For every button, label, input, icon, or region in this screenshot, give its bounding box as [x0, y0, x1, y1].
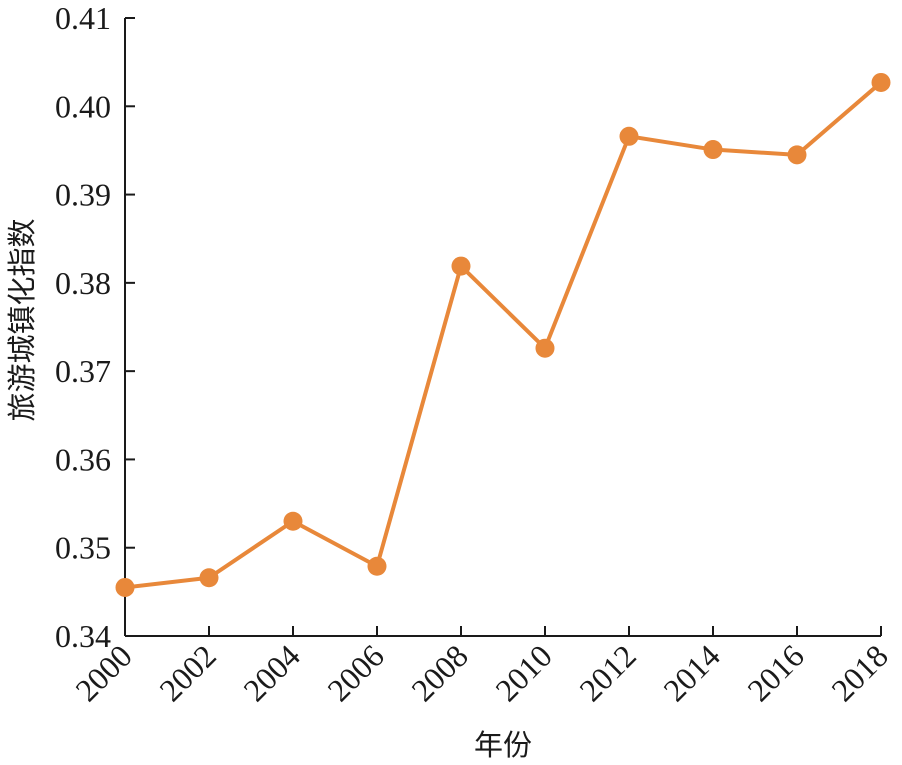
- data-point: [283, 511, 303, 531]
- data-point: [367, 556, 387, 576]
- y-tick-label: 0.38: [55, 265, 111, 301]
- y-tick-label: 0.39: [55, 177, 111, 213]
- x-tick-label: 2002: [152, 637, 223, 708]
- data-point: [619, 126, 639, 146]
- y-tick-label: 0.40: [55, 88, 111, 124]
- x-tick-label: 2004: [236, 637, 307, 708]
- x-tick-label: 2008: [404, 637, 475, 708]
- data-point: [199, 568, 219, 588]
- y-tick-label: 0.35: [55, 530, 111, 566]
- x-axis-title: 年份: [474, 728, 532, 762]
- data-point: [871, 72, 891, 92]
- data-point: [535, 338, 555, 358]
- y-tick-label: 0.36: [55, 441, 111, 477]
- data-point: [115, 577, 135, 597]
- plot-area: [115, 72, 891, 597]
- y-tick-label: 0.34: [55, 618, 111, 654]
- x-tick-label: 2006: [320, 637, 391, 708]
- y-axis: 0.34 0.35 0.36 0.37 0.38 0.39 0.40 0.41: [55, 0, 135, 654]
- data-point: [451, 256, 471, 276]
- y-tick-label: 0.37: [55, 353, 111, 389]
- data-point: [703, 140, 723, 160]
- y-tick-label: 0.41: [55, 0, 111, 36]
- y-axis-title: 旅游城镇化指数: [5, 218, 39, 421]
- series-line: [124, 80, 883, 590]
- x-tick-label: 2016: [740, 637, 811, 708]
- x-tick-label: 2014: [656, 637, 727, 708]
- x-tick-label: 2012: [572, 637, 643, 708]
- x-tick-label: 2010: [488, 637, 559, 708]
- x-axis: 2000 2002 2004 2006 2008 2010 2012 2014 2016 2018: [68, 626, 895, 708]
- data-point: [787, 145, 807, 165]
- x-tick-label: 2018: [824, 637, 895, 708]
